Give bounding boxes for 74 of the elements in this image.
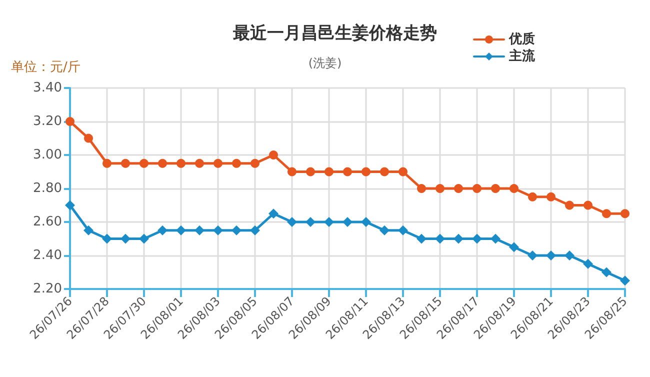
point — [361, 217, 371, 227]
point — [342, 217, 352, 227]
point — [306, 167, 315, 176]
point — [176, 158, 186, 168]
point — [121, 158, 130, 168]
point — [139, 234, 149, 244]
point — [528, 250, 538, 260]
chart-subtitle: (洗姜) — [308, 56, 342, 70]
y-tick-label: 3.00 — [33, 148, 62, 162]
point — [380, 167, 389, 176]
point — [343, 167, 352, 176]
point — [288, 167, 296, 176]
point — [602, 209, 611, 218]
legend-label: 主流 — [508, 48, 536, 64]
point — [528, 192, 537, 202]
point — [324, 167, 334, 176]
point — [194, 225, 204, 236]
chart-title: 最近一月昌邑生姜价格走势 — [232, 22, 437, 44]
point — [510, 184, 518, 193]
point — [380, 225, 390, 236]
point — [398, 225, 408, 236]
point — [158, 225, 168, 236]
point — [490, 234, 500, 244]
point — [250, 158, 260, 168]
y-tick-label: 3.40 — [33, 80, 62, 96]
point — [324, 217, 334, 227]
point — [564, 250, 574, 260]
point — [287, 217, 297, 227]
point — [454, 234, 464, 244]
point — [176, 225, 186, 236]
point — [565, 200, 574, 210]
y-tick-label: 2.60 — [33, 214, 62, 230]
y-tick-label: 2.40 — [33, 248, 62, 263]
point — [102, 234, 112, 244]
point — [306, 217, 316, 227]
point — [583, 258, 593, 269]
point — [417, 184, 426, 193]
point — [398, 167, 408, 176]
point — [250, 225, 260, 236]
point — [546, 192, 556, 202]
point — [84, 225, 94, 236]
point — [602, 267, 612, 278]
point — [232, 158, 241, 168]
point — [584, 200, 592, 210]
point — [268, 208, 278, 219]
point — [195, 158, 204, 168]
point — [436, 184, 444, 193]
point — [158, 158, 167, 168]
point — [65, 200, 75, 210]
legend-label: 优质 — [508, 31, 535, 47]
point — [214, 158, 222, 168]
point — [66, 117, 74, 126]
point — [509, 242, 519, 252]
y-tick-label: 3.20 — [33, 114, 62, 129]
point — [232, 225, 242, 236]
point — [102, 158, 112, 168]
point — [472, 234, 482, 244]
point — [416, 234, 426, 244]
y-tick-label: 2.80 — [33, 181, 62, 196]
point — [454, 184, 463, 193]
point — [140, 158, 148, 168]
point — [620, 209, 630, 218]
point — [362, 167, 370, 176]
point — [120, 234, 130, 244]
point — [472, 184, 482, 193]
text: 单位：元/斤 — [11, 60, 80, 75]
point — [435, 234, 445, 244]
point — [269, 150, 278, 160]
y-tick-label: 2.20 — [33, 282, 62, 296]
point — [491, 184, 500, 193]
point — [620, 276, 630, 286]
point — [84, 134, 93, 143]
point — [546, 250, 556, 260]
point — [213, 225, 223, 236]
